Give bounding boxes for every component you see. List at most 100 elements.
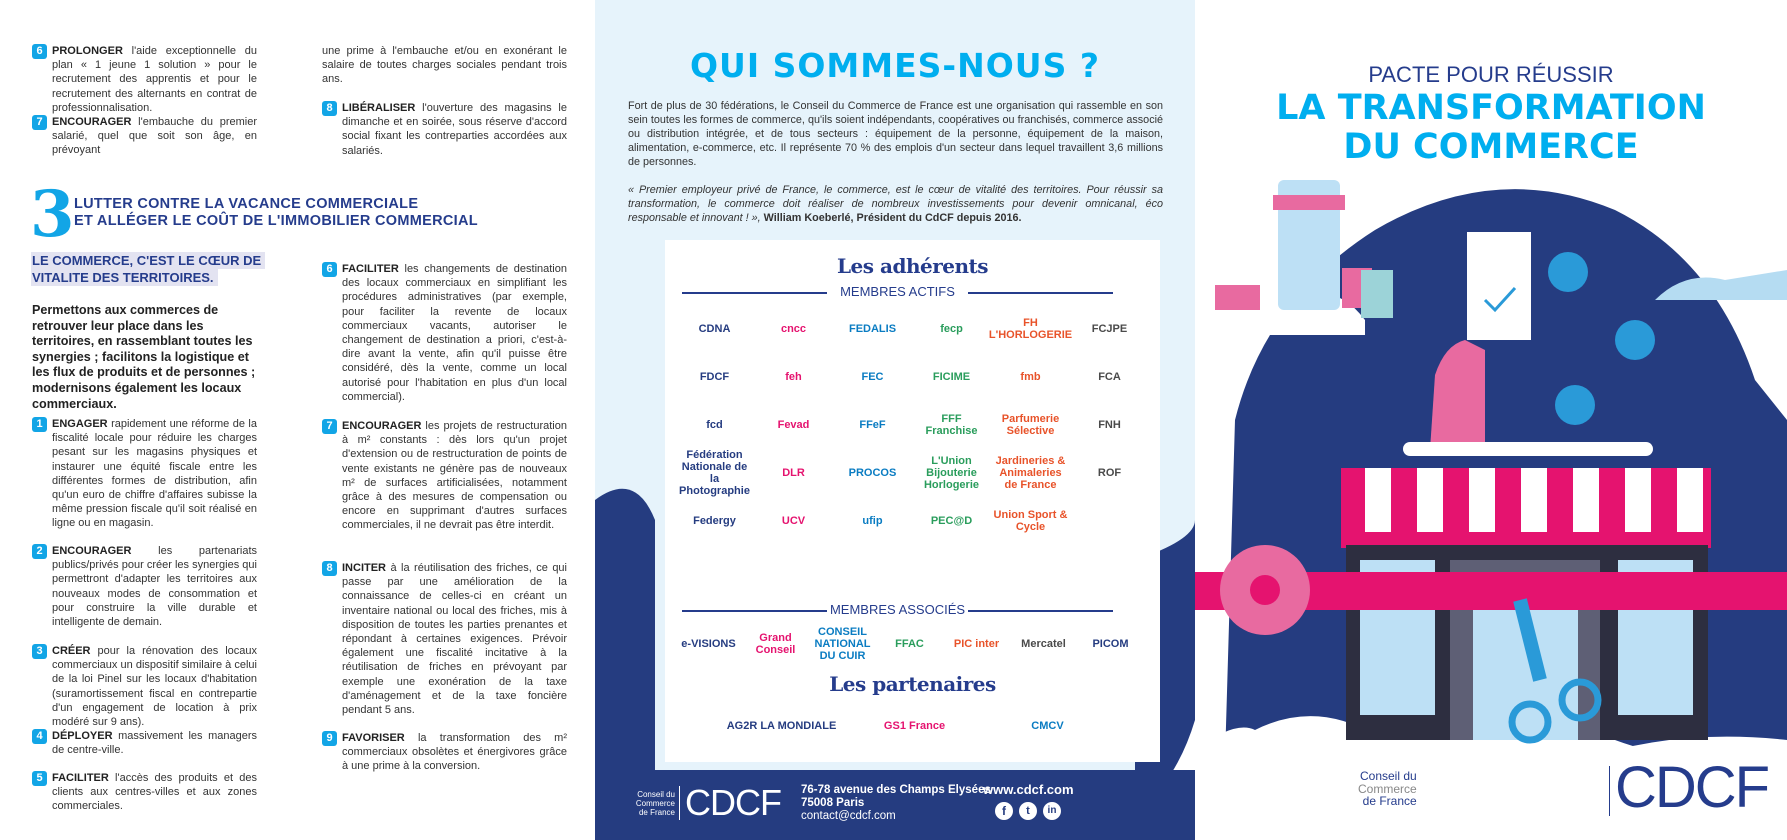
continued-text: une prime à l'embauche et/ou en exonéran…	[322, 45, 567, 86]
number-badge: 9	[322, 731, 337, 746]
member-logo: PEC@D	[930, 515, 973, 527]
title-line: LA TRANSFORMATION	[1276, 88, 1706, 128]
logo-subtitle-line: Conseil du	[1359, 769, 1417, 783]
list-item: 6 FACILITER les changements de destinatio…	[322, 262, 567, 404]
logo-subtitle: Conseil du Commerce de France	[1358, 770, 1417, 808]
logo-divider	[1609, 766, 1610, 816]
list-item: 7 ENCOURAGER l'embauche du premier salari…	[32, 115, 257, 158]
item-text: les projets de restructuration à m² cons…	[342, 420, 567, 532]
member-logo: FICIME	[932, 371, 971, 383]
number-badge: 7	[32, 115, 47, 130]
item-text: pour la rénovation des locaux commerciau…	[52, 645, 257, 729]
item-text: les changements de destination des locau…	[342, 263, 567, 403]
item-text: l'ouverture des magasins le dimanche et …	[342, 102, 567, 157]
section-title-line: ET ALLÉGER LE COÛT DE L'IMMOBILIER COMME…	[74, 213, 478, 229]
list-item: 9 FAVORISER la transformation des m² comm…	[322, 731, 567, 774]
number-badge: 5	[32, 771, 47, 786]
associes-logos: e-VISIONS Grand Conseil CONSEIL NATIONAL D…	[675, 620, 1150, 668]
title-line: DU COMMERCE	[1343, 127, 1639, 167]
member-logo: e-VISIONS	[681, 638, 736, 650]
item-keyword: PROLONGER	[52, 45, 123, 57]
logo-subtitle-line: Commerce	[1358, 781, 1417, 796]
item-keyword: ENCOURAGER	[52, 116, 132, 128]
member-logo: Parfumerie Sélective	[1001, 413, 1060, 437]
item-keyword: ENCOURAGER	[342, 420, 422, 432]
number-badge: 8	[322, 561, 337, 576]
page-title: QUI SOMMES-NOUS ?	[690, 46, 1100, 85]
section-title: LUTTER CONTRE LA VACANCE COMMERCIALE ET …	[74, 196, 478, 230]
member-logo: UCV	[781, 515, 806, 527]
number-badge: 4	[32, 729, 47, 744]
item-text: massivement les managers de centre-ville…	[52, 730, 257, 757]
item-text: l'accès des produits et des clients aux …	[52, 772, 257, 813]
member-logo: fcd	[706, 419, 723, 431]
item-keyword: FACILITER	[52, 772, 109, 784]
address-line: 76-78 avenue des Champs Elysées	[801, 784, 991, 796]
section-number: 3	[30, 177, 75, 252]
member-logo: FFAC	[895, 638, 924, 650]
partenaires-logos: AG2R LA MONDIALE GS1 France CMCV	[715, 702, 1115, 750]
list-item: 5 FACILITER l'accès des produits et des c…	[32, 771, 257, 814]
logo-subtitle-line: de France	[1362, 794, 1417, 808]
member-logo: FNH	[1098, 419, 1121, 431]
facebook-icon[interactable]: f	[995, 802, 1013, 820]
member-logo: PROCOS	[848, 467, 897, 479]
number-badge: 7	[322, 419, 337, 434]
list-item: 1 ENGAGER rapidement une réforme de la fi…	[32, 417, 257, 531]
quote-text: « Premier employeur privé de France, le …	[628, 184, 1163, 224]
member-logo: ROF	[1097, 467, 1122, 479]
item-keyword: FACILITER	[342, 263, 399, 275]
member-logo: fmb	[1020, 371, 1041, 383]
number-badge: 3	[32, 644, 47, 659]
twitter-icon[interactable]: t	[1019, 802, 1037, 820]
number-badge: 1	[32, 417, 47, 432]
item-keyword: DÉPLOYER	[52, 730, 113, 742]
member-logo: DLR	[782, 467, 805, 479]
member-logo: CDNA	[698, 323, 731, 335]
cover-title: PACTE POUR RÉUSSIR LA TRANSFORMATION DU …	[1195, 62, 1787, 166]
member-logo: FCA	[1098, 371, 1121, 383]
quote: « Premier employeur privé de France, le …	[628, 183, 1163, 225]
member-logo: Grand Conseil	[755, 632, 796, 656]
lead-paragraph: Permettons aux commerces de retrouver le…	[32, 303, 256, 411]
member-logo: Fevad	[777, 419, 810, 431]
member-logo: FDCF	[699, 371, 730, 383]
member-logo: FH L'HORLOGERIE	[988, 317, 1073, 341]
associes-label: MEMBRES ASSOCIÉS	[829, 602, 966, 617]
member-logo: Union Sport & Cycle	[993, 509, 1068, 533]
illustration	[1195, 180, 1787, 840]
item-text: l'embauche du premier salarié, quel que …	[52, 116, 257, 157]
list-item: 2 ENCOURAGER les partenariats publics/pri…	[32, 544, 257, 629]
highlight-line: VITALITE DES TERRITOIRES.	[31, 269, 218, 286]
member-logo: Fédération Nationale de la Photographie	[679, 449, 750, 497]
member-logo: FEDALIS	[848, 323, 897, 335]
address: 76-78 avenue des Champs Elysées 75008 Pa…	[801, 784, 991, 823]
member-logo: PICOM	[1092, 638, 1129, 650]
number-badge: 6	[32, 44, 47, 59]
quote-author: William Koeberlé, Président du CdCF depu…	[760, 212, 1022, 224]
cover-page: PACTE POUR RÉUSSIR LA TRANSFORMATION DU …	[1195, 0, 1787, 840]
actifs-divider: MEMBRES ACTIFS	[682, 285, 1113, 299]
website-link[interactable]: www.cdcf.com	[983, 782, 1074, 797]
linkedin-icon[interactable]: in	[1043, 802, 1061, 820]
highlight-heading: LE COMMERCE, C'EST LE CŒUR DE VITALITE D…	[31, 252, 266, 286]
member-logo: FEC	[861, 371, 884, 383]
list-item: 4 DÉPLOYER massivement les managers de ce…	[32, 729, 257, 757]
members-card: Les adhérents MEMBRES ACTIFS CDNA cncc FED…	[665, 240, 1160, 762]
email-link[interactable]: contact@cdcf.com	[801, 810, 896, 822]
member-logo: ufip	[862, 515, 883, 527]
number-badge: 6	[322, 262, 337, 277]
member-logo: FFeF	[859, 419, 886, 431]
section-title-line: LUTTER CONTRE LA VACANCE COMMERCIALE	[74, 196, 419, 212]
item-text: rapidement une réforme de la fiscalité l…	[52, 418, 257, 530]
member-logo: cncc	[780, 323, 807, 335]
number-badge: 2	[32, 544, 47, 559]
list-item: 6 PROLONGER l'aide exceptionnelle du plan…	[32, 44, 257, 115]
member-logo: PIC inter	[953, 638, 1000, 650]
member-logo: L'Union Bijouterie Horlogerie	[923, 455, 979, 491]
member-logo: FCJPE	[1091, 323, 1128, 335]
item-text: les partenariats publics/privés pour cré…	[52, 545, 257, 629]
item-keyword: CRÉER	[52, 645, 91, 657]
item-keyword: LIBÉRALISER	[342, 102, 416, 114]
item-text: à la réutilisation des friches, ce qui p…	[342, 562, 567, 717]
